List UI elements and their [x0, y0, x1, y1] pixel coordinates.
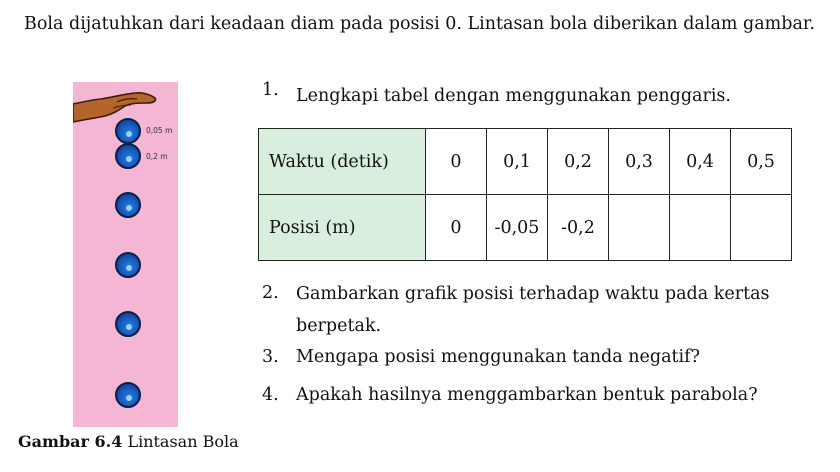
row-header-position: Posisi (m)	[258, 194, 426, 261]
table-cell	[669, 194, 731, 261]
question-number: 1.	[262, 80, 279, 100]
ball-trajectory-figure: 0,05 m 0,2 m	[73, 82, 178, 427]
question-text: Mengapa posisi menggunakan tanda negatif…	[296, 347, 700, 367]
table-cell: 0,5	[730, 128, 792, 195]
caption-number: Gambar 6.4	[18, 432, 123, 451]
table-cell: 0	[425, 128, 487, 195]
table-cell: 0,2	[547, 128, 609, 195]
ball	[115, 143, 141, 169]
label-0-05m: 0,05 m	[146, 126, 173, 135]
figure-caption: Gambar 6.4 Lintasan Bola	[18, 432, 239, 451]
table-cell	[608, 194, 670, 261]
table-cell: 0,3	[608, 128, 670, 195]
table-cell: -0,2	[547, 194, 609, 261]
caption-text: Lintasan Bola	[122, 432, 239, 451]
table-cell: 0,4	[669, 128, 731, 195]
ball	[115, 311, 141, 337]
table-cell	[730, 194, 792, 261]
hand-icon	[73, 92, 157, 123]
ball	[115, 252, 141, 278]
data-table: Waktu (detik) 0 0,1 0,2 0,3 0,4 0,5 Posi…	[258, 128, 792, 261]
table-row-time: Waktu (detik) 0 0,1 0,2 0,3 0,4 0,5	[258, 128, 792, 195]
question-text: Gambarkan grafik posisi terhadap waktu p…	[296, 284, 770, 336]
table-cell: -0,05	[486, 194, 548, 261]
table-cell: 0,1	[486, 128, 548, 195]
question-number: 2.	[262, 283, 279, 303]
question-number: 3.	[262, 347, 279, 367]
question-text: Apakah hasilnya menggambarkan bentuk par…	[296, 385, 758, 405]
ball	[115, 118, 141, 144]
row-header-time: Waktu (detik)	[258, 128, 426, 195]
label-0-2m: 0,2 m	[146, 152, 168, 161]
intro-paragraph: Bola dijatuhkan dari keadaan diam pada p…	[24, 14, 815, 34]
table-cell: 0	[425, 194, 487, 261]
ball	[115, 382, 141, 408]
question-text: Lengkapi tabel dengan menggunakan pengga…	[296, 86, 731, 106]
ball	[115, 192, 141, 218]
question-number: 4.	[262, 385, 279, 405]
table-row-position: Posisi (m) 0 -0,05 -0,2	[258, 194, 792, 261]
